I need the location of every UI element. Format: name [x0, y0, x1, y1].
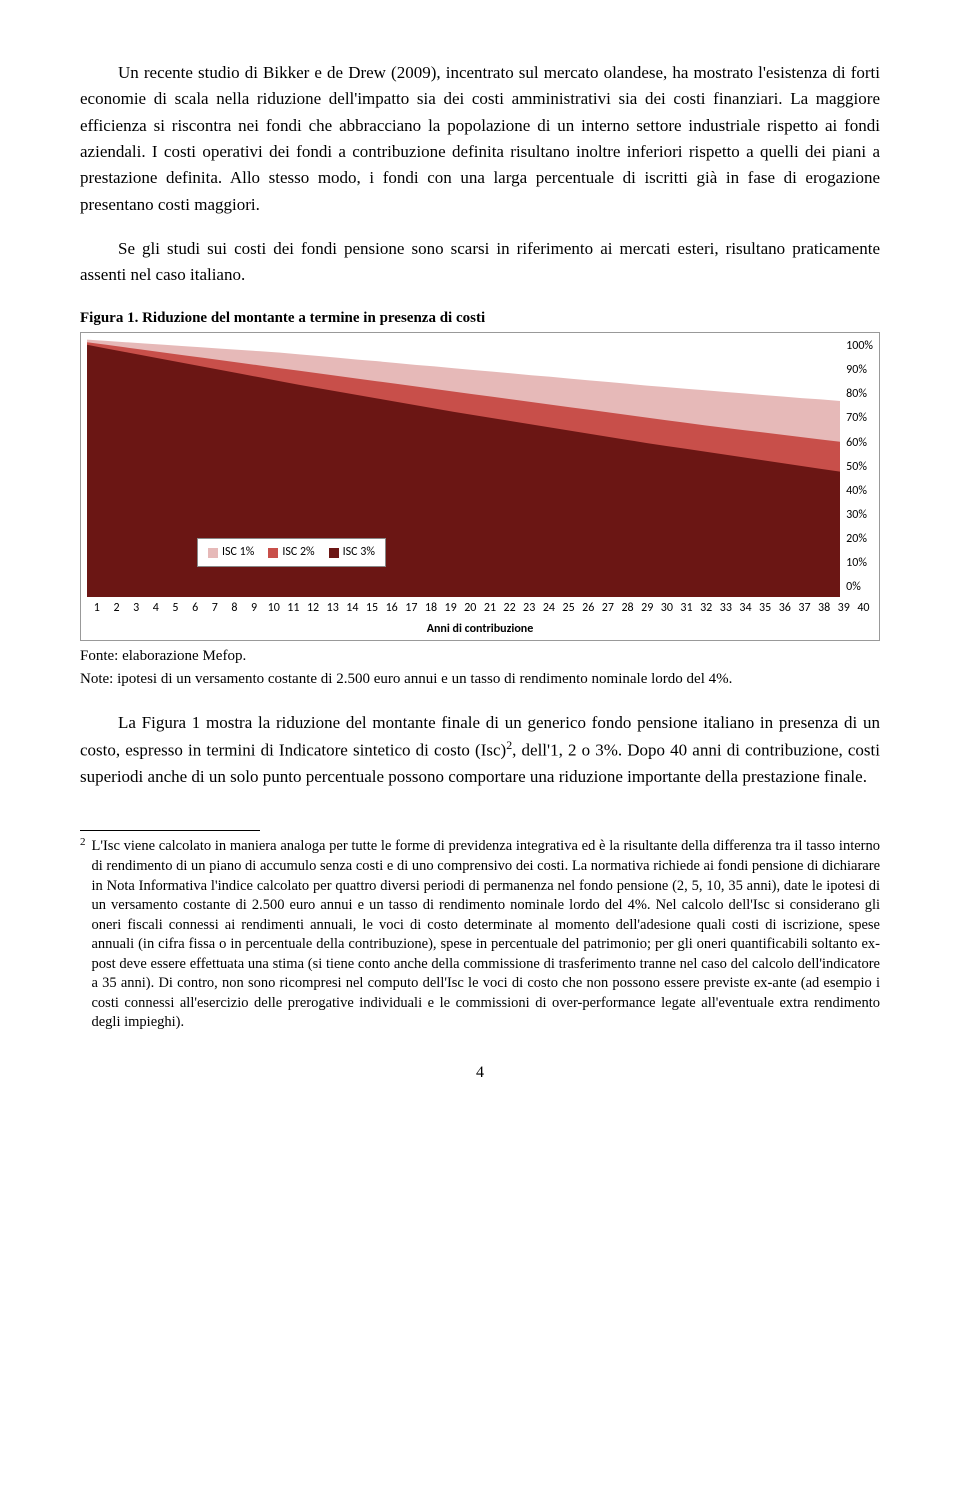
x-tick-label: 3 — [126, 599, 146, 618]
x-tick-label: 26 — [578, 599, 598, 618]
chart-plot-area: ISC 1% ISC 2% ISC 3% — [87, 337, 840, 597]
x-tick-label: 37 — [795, 599, 815, 618]
legend-label: ISC 1% — [222, 543, 254, 562]
x-tick-label: 34 — [736, 599, 756, 618]
x-tick-label: 39 — [834, 599, 854, 618]
x-tick-label: 21 — [480, 599, 500, 618]
x-tick-label: 4 — [146, 599, 166, 618]
y-tick-label: 60% — [846, 434, 867, 453]
figure-note: Note: ipotesi di un versamento costante … — [80, 668, 880, 691]
paragraph-2: Se gli studi sui costi dei fondi pension… — [80, 236, 880, 289]
legend-swatch — [268, 548, 278, 558]
y-tick-label: 70% — [846, 409, 867, 428]
legend-label: ISC 3% — [343, 543, 375, 562]
footnote-text: L'Isc viene calcolato in maniera analoga… — [92, 837, 881, 1033]
x-axis-title: Anni di contribuzione — [87, 620, 873, 639]
legend-swatch — [329, 548, 339, 558]
legend-label: ISC 2% — [282, 543, 314, 562]
x-tick-label: 12 — [303, 599, 323, 618]
x-tick-label: 11 — [284, 599, 304, 618]
x-tick-label: 18 — [421, 599, 441, 618]
x-tick-label: 16 — [382, 599, 402, 618]
y-tick-label: 50% — [846, 458, 867, 477]
x-tick-label: 29 — [637, 599, 657, 618]
figure-caption: Figura 1. Riduzione del montante a termi… — [80, 307, 880, 330]
x-tick-label: 15 — [362, 599, 382, 618]
x-tick-label: 13 — [323, 599, 343, 618]
x-axis-labels: 1234567891011121314151617181920212223242… — [87, 599, 873, 618]
x-tick-label: 6 — [185, 599, 205, 618]
x-tick-label: 31 — [677, 599, 697, 618]
x-tick-label: 28 — [618, 599, 638, 618]
footnote-marker: 2 — [80, 835, 86, 1031]
y-tick-label: 20% — [846, 530, 867, 549]
x-tick-label: 30 — [657, 599, 677, 618]
y-tick-label: 30% — [846, 506, 867, 525]
x-tick-label: 27 — [598, 599, 618, 618]
x-tick-label: 1 — [87, 599, 107, 618]
y-tick-label: 10% — [846, 554, 867, 573]
x-tick-label: 7 — [205, 599, 225, 618]
x-tick-label: 22 — [500, 599, 520, 618]
x-tick-label: 17 — [402, 599, 422, 618]
y-tick-label: 100% — [846, 337, 873, 356]
x-tick-label: 14 — [343, 599, 363, 618]
y-tick-label: 40% — [846, 482, 867, 501]
x-tick-label: 32 — [696, 599, 716, 618]
x-tick-label: 8 — [225, 599, 245, 618]
figure-source: Fonte: elaborazione Mefop. — [80, 645, 880, 668]
x-tick-label: 36 — [775, 599, 795, 618]
y-tick-label: 90% — [846, 361, 867, 380]
x-tick-label: 20 — [460, 599, 480, 618]
x-tick-label: 40 — [854, 599, 874, 618]
x-tick-label: 5 — [166, 599, 186, 618]
legend-item: ISC 1% — [208, 543, 254, 562]
x-tick-label: 23 — [519, 599, 539, 618]
legend-item: ISC 2% — [268, 543, 314, 562]
y-tick-label: 80% — [846, 385, 867, 404]
legend-swatch — [208, 548, 218, 558]
x-tick-label: 10 — [264, 599, 284, 618]
x-tick-label: 2 — [107, 599, 127, 618]
y-tick-label: 0% — [846, 578, 861, 597]
x-tick-label: 24 — [539, 599, 559, 618]
x-tick-label: 25 — [559, 599, 579, 618]
page-number: 4 — [80, 1061, 880, 1086]
legend-item: ISC 3% — [329, 543, 375, 562]
x-tick-label: 9 — [244, 599, 264, 618]
footnote-2: 2 L'Isc viene calcolato in maniera analo… — [80, 837, 880, 1033]
figure-1: ISC 1%ISC 2%ISC 3% 100%90%80%70%60%50%40… — [80, 332, 880, 641]
footnote-separator — [80, 830, 260, 831]
x-tick-label: 33 — [716, 599, 736, 618]
x-tick-label: 19 — [441, 599, 461, 618]
x-tick-label: 38 — [814, 599, 834, 618]
chart-legend: ISC 1% ISC 2% ISC 3% — [197, 538, 386, 567]
paragraph-1: Un recente studio di Bikker e de Drew (2… — [80, 60, 880, 218]
y-axis-labels: 100% 90% 80% 70% 60% 50% 40% 30% 20% 10% 0% — [840, 337, 873, 597]
x-tick-label: 35 — [755, 599, 775, 618]
paragraph-3: La Figura 1 mostra la riduzione del mont… — [80, 710, 880, 791]
